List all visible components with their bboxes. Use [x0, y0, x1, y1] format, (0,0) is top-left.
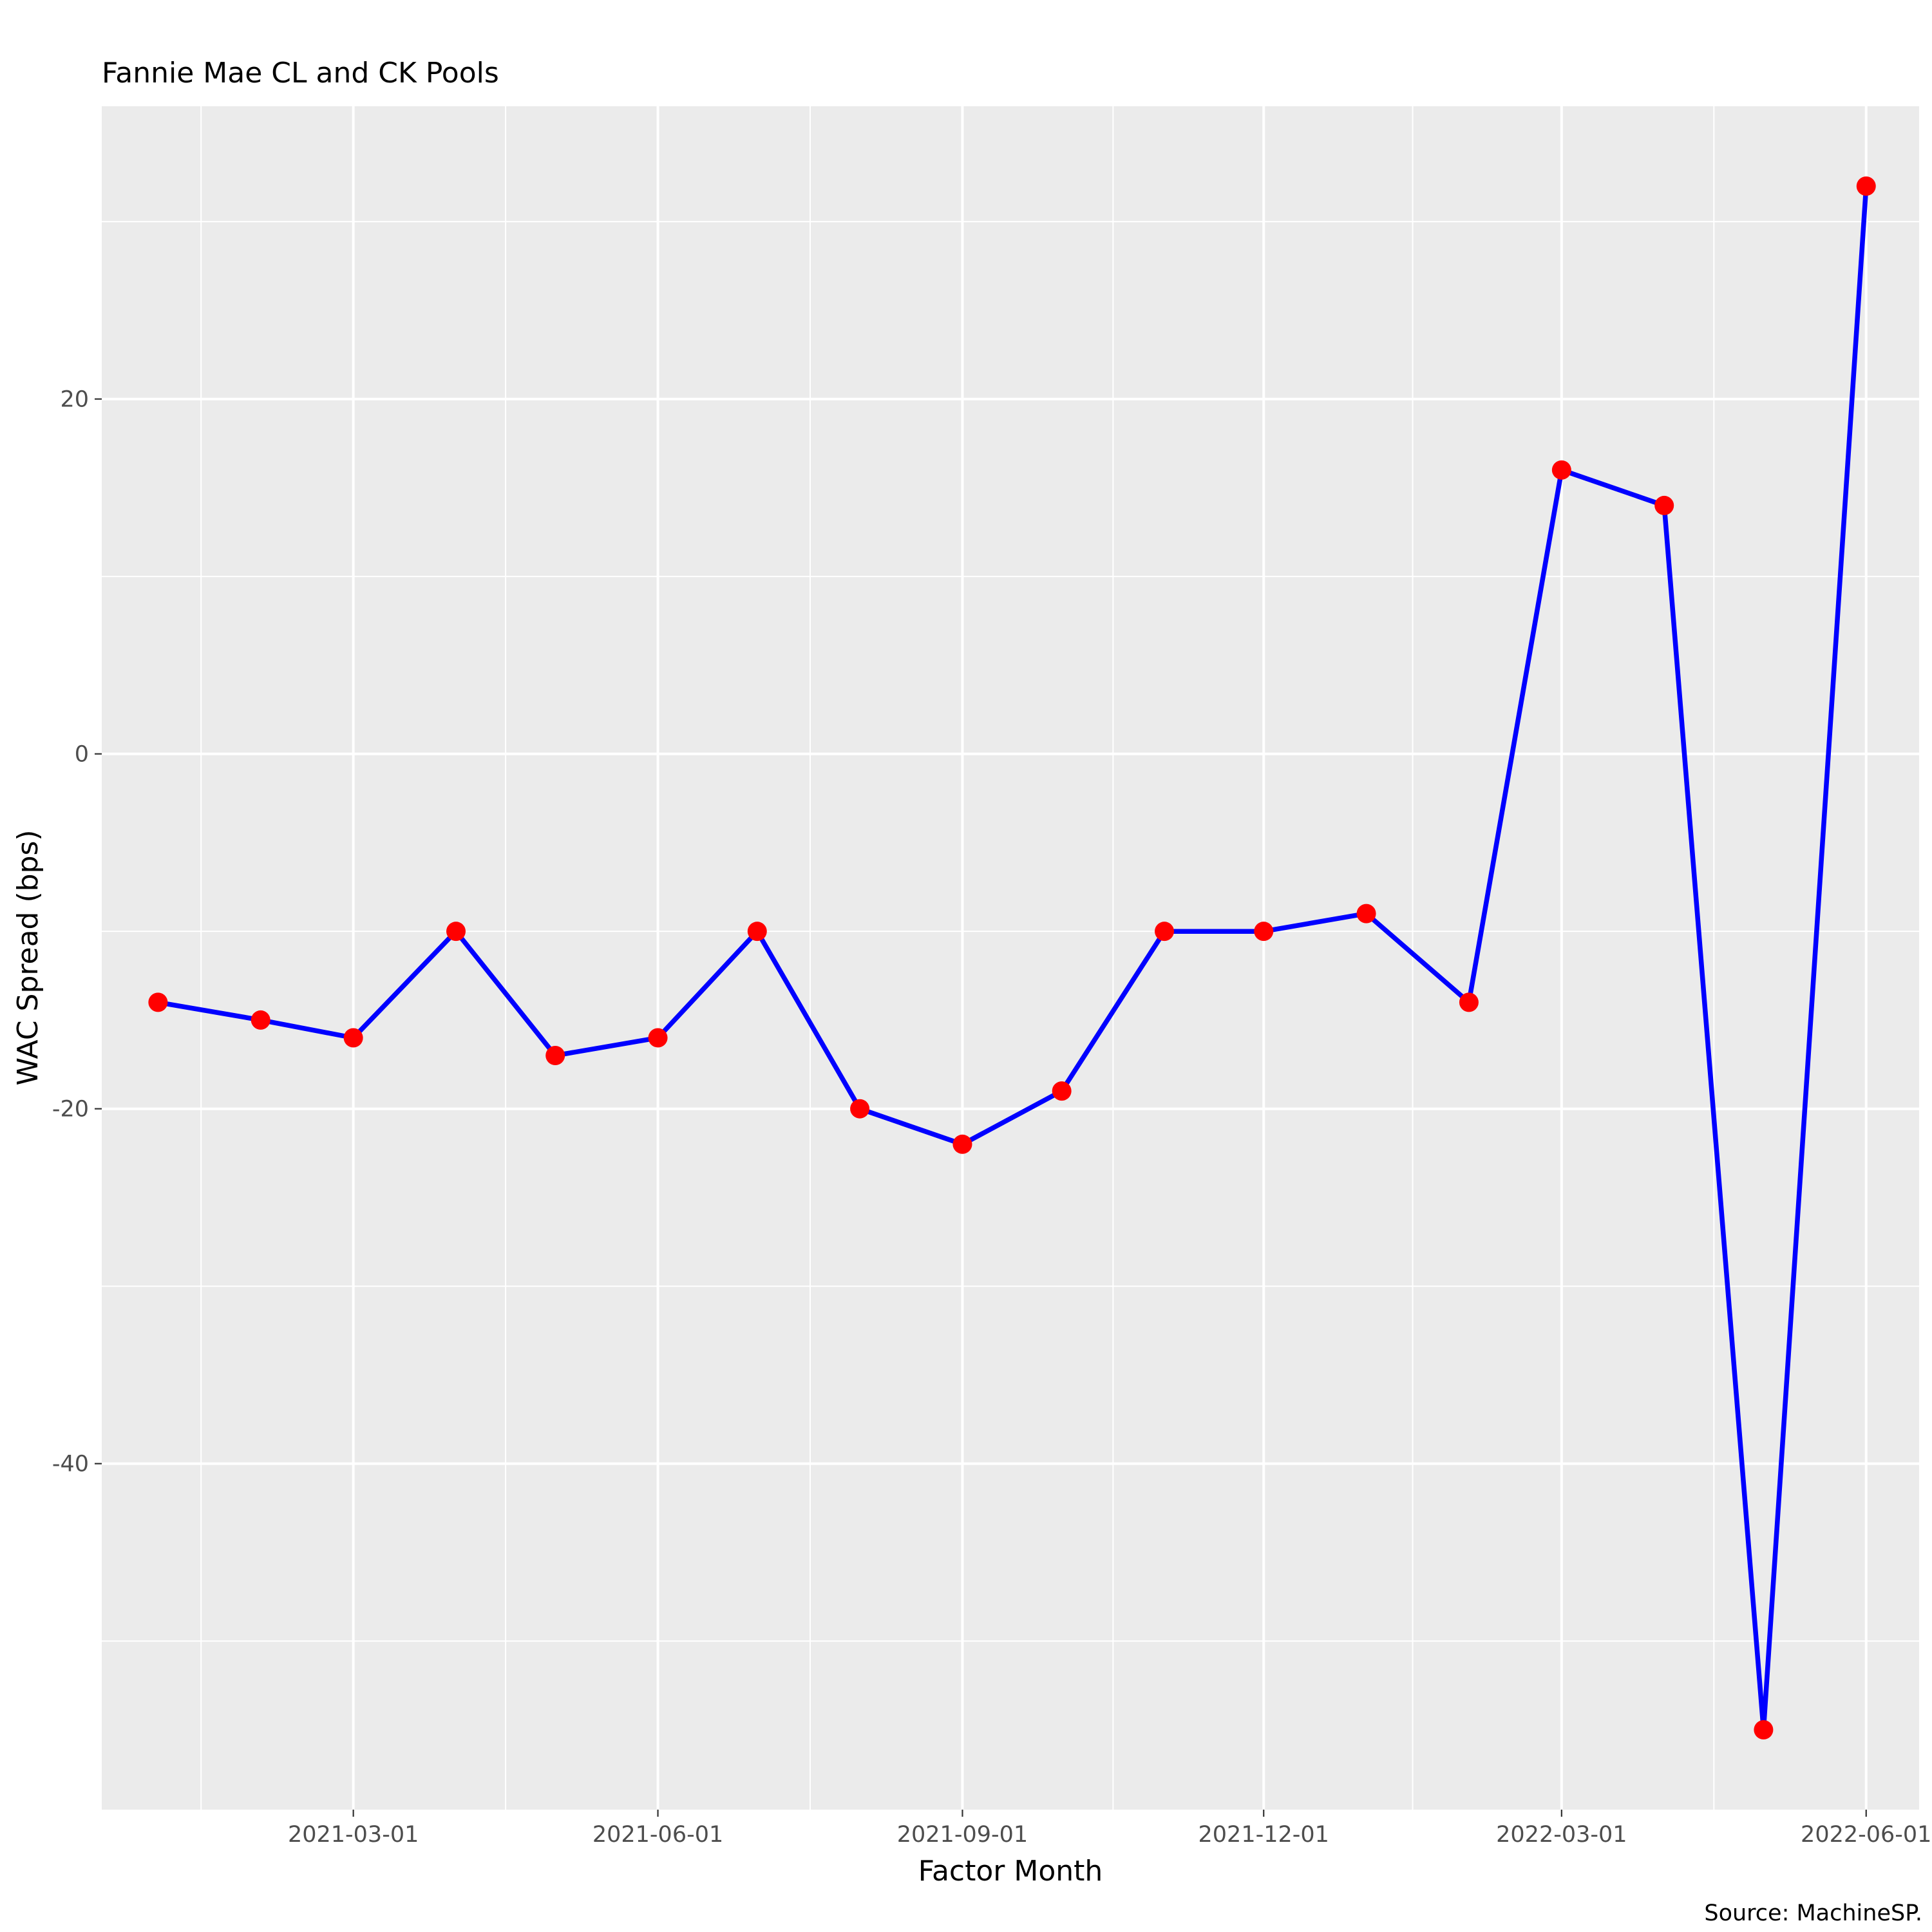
x-tick-label: 2021-12-01: [1198, 1822, 1329, 1848]
data-point: [148, 992, 168, 1012]
x-tick-label: 2021-06-01: [592, 1822, 723, 1848]
data-point: [1754, 1720, 1774, 1740]
y-tick-label: -40: [52, 1452, 89, 1477]
series-layer: [148, 176, 1876, 1740]
axis-layer: -40 -20 0 20 2021-03-01 2021-06-01 2021-09-01 2…: [52, 387, 1932, 1848]
data-point: [1052, 1081, 1072, 1101]
data-point: [1155, 922, 1175, 942]
data-point: [648, 1028, 668, 1048]
data-point: [1551, 460, 1571, 480]
minor-gridlines: [102, 106, 1919, 1810]
x-tick-label: 2022-03-01: [1496, 1822, 1627, 1848]
y-tick-label: -20: [52, 1097, 89, 1122]
y-axis-title: WAC Spread (bps): [12, 829, 44, 1085]
data-point: [1856, 176, 1876, 196]
x-tick-label: 2021-03-01: [288, 1822, 419, 1848]
data-point: [747, 922, 767, 942]
data-point: [1459, 992, 1479, 1012]
x-tick-label: 2022-06-01: [1801, 1822, 1931, 1848]
plot-panel: [102, 106, 1919, 1810]
data-point: [1654, 495, 1674, 515]
data-point: [251, 1010, 270, 1030]
chart-title: Fannie Mae CL and CK Pools: [102, 57, 499, 90]
y-tick-label: 20: [60, 387, 89, 413]
data-point: [952, 1134, 972, 1154]
chart-caption: Source: MachineSP.: [1704, 1900, 1922, 1926]
x-tick-label: 2021-09-01: [897, 1822, 1028, 1848]
data-point: [1254, 922, 1274, 942]
y-tick-label: 0: [75, 742, 89, 768]
data-point: [446, 922, 466, 942]
data-point: [545, 1046, 565, 1066]
data-point: [1356, 904, 1376, 923]
series-line: [157, 185, 1869, 1732]
major-gridlines: [102, 106, 1919, 1810]
x-axis-title: Factor Month: [918, 1855, 1103, 1888]
data-point: [343, 1028, 363, 1048]
data-point: [850, 1099, 870, 1119]
